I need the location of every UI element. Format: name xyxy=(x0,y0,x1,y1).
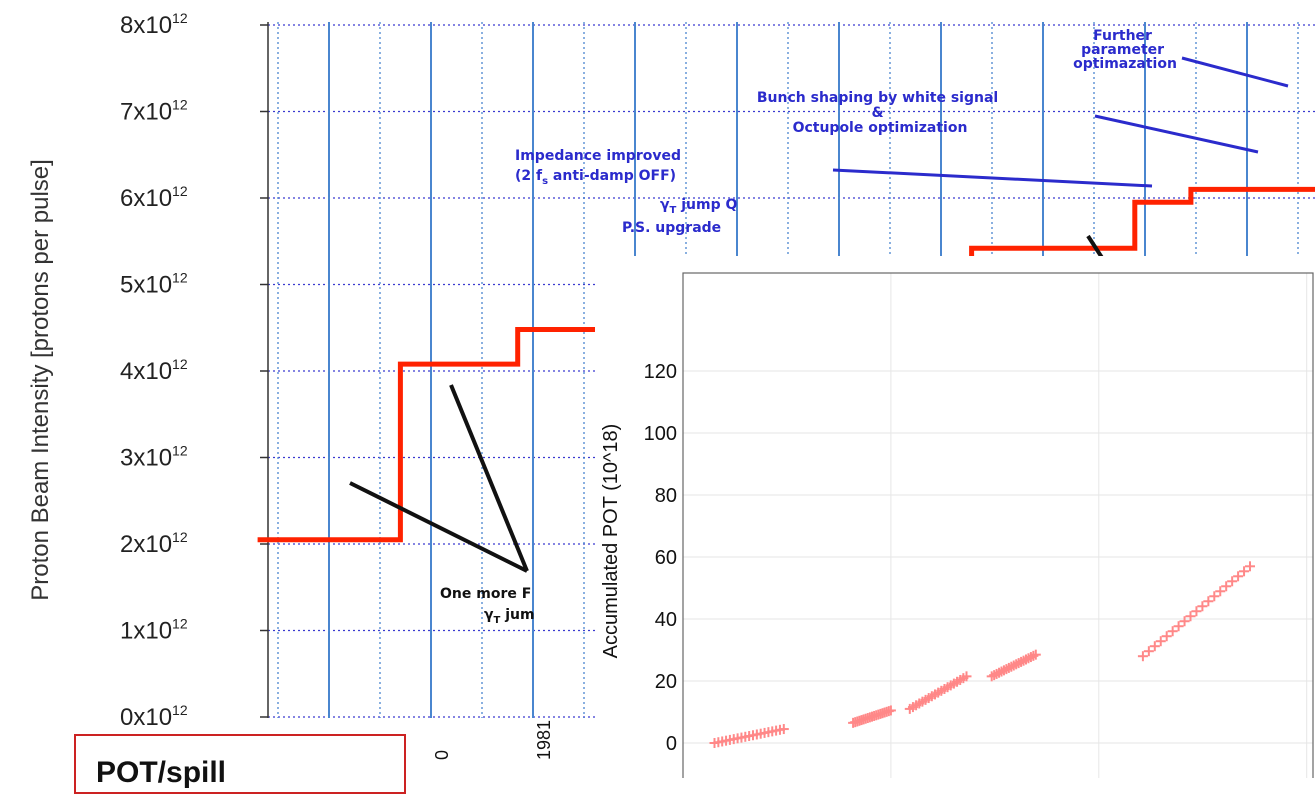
main-y-tick-label: 4x1012 xyxy=(120,356,188,385)
main-chart-y-axis-title: Proton Beam Intensity [protons per pulse… xyxy=(27,159,54,601)
inset-y-tick-label: 80 xyxy=(655,485,677,507)
leader-one-more-b xyxy=(449,384,529,572)
inset-plot-frame xyxy=(682,272,1314,778)
main-y-tick-label: 3x1012 xyxy=(120,443,188,472)
main-chart-y-ticks: 0x1012 1x1012 2x1012 3x1012 4x1012 5x1012 6x10… xyxy=(120,10,268,731)
main-x-tick-label: 0 xyxy=(432,750,452,760)
annotation-impedance: Impedance improved xyxy=(515,148,681,164)
main-y-tick-label: 1x1012 xyxy=(120,616,188,645)
inset-y-tick-label: 0 xyxy=(666,733,677,755)
inset-background xyxy=(595,256,1315,778)
main-y-tick-label: 0x1012 xyxy=(120,702,188,731)
inset-grid xyxy=(683,273,1313,778)
annotation-gamma-jump-lower: γT jum xyxy=(484,607,535,626)
main-x-tick-label: 1981 xyxy=(534,720,554,760)
main-y-tick-label: 6x1012 xyxy=(120,183,188,212)
pot-spill-legend: POT/spill xyxy=(74,734,406,794)
pot-spill-label: POT/spill xyxy=(96,756,227,789)
accumulated-pot-inset-chart: 0 20 40 60 80 100 120 Accumulated POT (10^18) xyxy=(595,256,1315,778)
annotation-anti-damp: (2 fs anti-damp OFF) xyxy=(515,168,676,187)
main-y-tick-label: 7x1012 xyxy=(120,97,188,126)
inset-y-ticks: 0 20 40 60 80 100 120 xyxy=(644,361,677,755)
leader-one-more-a xyxy=(349,481,528,573)
leader-bunch-shaping xyxy=(1094,114,1259,154)
intensity-series-line xyxy=(257,186,1315,543)
annotation-gamma-jump: γT jump Q xyxy=(660,197,737,216)
inset-y-tick-label: 40 xyxy=(655,609,677,631)
annotation-ps-upgrade: P.S. upgrade xyxy=(622,220,721,236)
main-y-tick-label: 8x1012 xyxy=(120,10,188,39)
inset-y-tick-label: 120 xyxy=(644,361,677,383)
inset-data-points xyxy=(709,561,1255,748)
inset-y-tick-label: 60 xyxy=(655,547,677,569)
leader-impedance xyxy=(832,168,1153,188)
main-y-tick-label: 5x1012 xyxy=(120,270,188,299)
annotation-further-parameter: Further parameter optimazation xyxy=(1073,28,1177,72)
main-y-tick-label: 2x1012 xyxy=(120,529,188,558)
leader-parameter xyxy=(1181,56,1289,88)
annotation-one-more: One more F xyxy=(440,586,531,602)
inset-y-tick-label: 20 xyxy=(655,671,677,693)
inset-y-tick-label: 100 xyxy=(644,423,677,445)
annotation-bunch-shaping: Bunch shaping by white signal & Octupole… xyxy=(757,90,1003,136)
inset-y-axis-title: Accumulated POT (10^18) xyxy=(600,424,622,659)
